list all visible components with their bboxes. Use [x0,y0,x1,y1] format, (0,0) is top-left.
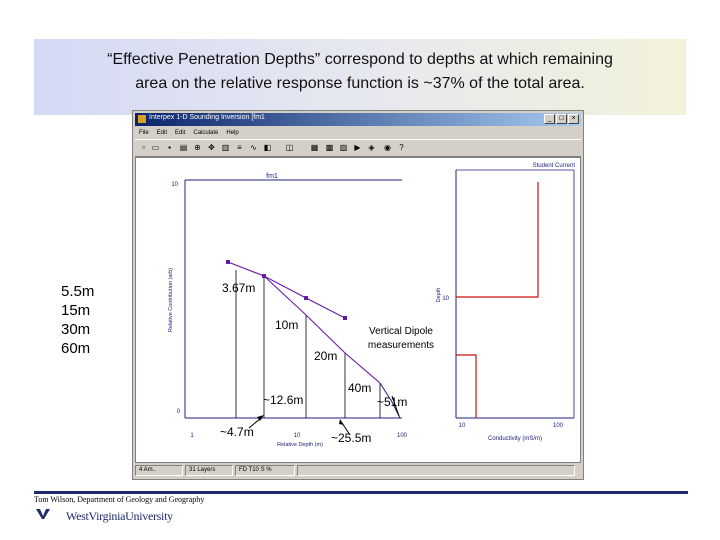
data-point [304,296,308,300]
menu-edit[interactable]: Edit [156,130,168,136]
chart-icon[interactable]: ◧ [263,143,272,152]
data-point [262,274,266,278]
slide-title: “Effective Penetration Depths” correspon… [34,48,686,96]
curve-lower [263,275,381,384]
footer-credit: Tom Wilson, Department of Geology and Ge… [34,495,205,504]
zoom-icon[interactable]: ⊕ [194,143,201,152]
y-tick-top: 10 [171,182,178,188]
status-cell-3: FD T10 S % [235,465,295,476]
window-title: Interpex 1-D Sounding Inversion [fm1 [149,114,265,121]
depth-item: 30m [61,321,91,338]
open-icon[interactable]: ▭ [151,143,160,152]
arrow-head [257,415,264,421]
depth-list: 5.5m 15m 30m 60m [61,282,94,358]
plot-client-area [135,157,581,463]
label-3-67m: 3.67m [222,281,255,295]
data-point [343,316,347,320]
y-axis-label: Relative Contribution (arb) [168,268,174,332]
arrow-head [339,419,344,425]
label-25-5m: ~25.5m [331,431,371,445]
footer-rule [34,491,688,494]
label-10m: 10m [275,318,298,332]
menu-file[interactable]: File [139,130,149,136]
wvu-logo-icon [36,509,50,519]
model-layer-line [456,182,539,298]
side-y-tick: 10 [442,296,449,302]
y-tick-bottom: 0 [177,409,181,415]
new-icon[interactable]: ▫ [142,143,145,152]
status-bar: 4 Am.. 31 Layers FD T10 S % [135,465,581,476]
window-titlebar[interactable]: Interpex 1-D Sounding Inversion [fm1 _ □… [135,113,581,126]
title-line-2: area on the relative response function i… [135,75,585,92]
menu-bar: File Edit Edit Calculate Help [135,128,239,138]
status-cell-4 [297,465,575,476]
vd-annotation-line2: measurements [368,340,434,351]
side-title: Student Current [533,163,576,169]
save-icon[interactable]: ▪ [168,143,171,152]
pan-icon[interactable]: ✥ [208,143,215,152]
x-tick-100: 100 [397,433,408,439]
status-cell-2: 31 Layers [185,465,233,476]
side-y-label: Depth [436,288,442,303]
side-x-tick-10: 10 [459,423,466,429]
inversion-icon[interactable]: ◉ [384,143,391,152]
side-x-tick-100: 100 [553,423,564,429]
depth-item: 60m [61,340,91,357]
plot-icon[interactable]: ▧ [339,143,348,152]
data-point [226,260,230,264]
maximize-icon[interactable]: □ [556,114,567,124]
model-icon[interactable]: ◫ [285,143,294,152]
arrow-25-5m [341,422,351,436]
curve-upper [227,261,346,319]
help-icon[interactable]: ? [399,143,404,152]
x-tick-10: 10 [294,433,301,439]
close-icon[interactable]: × [568,114,579,124]
data-icon[interactable]: ▦ [310,143,319,152]
plot-title: fm1 [266,173,278,180]
wvu-logo-text: WestVirginiaUniversity [66,509,173,523]
title-line-1: “Effective Penetration Depths” correspon… [107,51,613,68]
graph-icon[interactable]: ▥ [221,143,230,152]
sounding-icon[interactable]: ◈ [368,143,375,152]
print-icon[interactable]: ▤ [179,143,188,152]
curve-icon[interactable]: ∿ [250,143,257,152]
toolbar: ▫ ▭ ▪ ▤ ⊕ ✥ ▥ ≡ ∿ ◧ ◫ ▦ ▩ ▧ ▶ ◈ ◉ ? [135,139,581,157]
depth-item: 15m [61,302,91,319]
label-51m: ~51m [377,395,407,409]
label-40m: 40m [348,381,371,395]
title-banner [34,39,686,115]
status-cell-1: 4 Am.. [135,465,183,476]
depth-item: 5.5m [61,283,95,300]
side-x-label: Conductivity (mS/m) [488,436,542,442]
x-tick-1: 1 [190,433,194,439]
minimize-icon[interactable]: _ [544,114,555,124]
vd-annotation-line1: Vertical Dipole [369,326,433,337]
menu-help[interactable]: Help [226,130,239,136]
app-icon [138,115,146,123]
label-4-7m: ~4.7m [220,425,254,439]
label-12-6m: ~12.6m [263,393,303,407]
layers-icon[interactable]: ≡ [237,143,242,152]
menu-edit-2[interactable]: Edit [175,130,186,136]
run-icon[interactable]: ▶ [354,143,361,152]
grid-icon[interactable]: ▩ [325,143,334,152]
label-20m: 20m [314,349,337,363]
menu-calculate[interactable]: Calculate [193,130,219,136]
arrow-51m [391,395,400,417]
x-axis-label: Relative Depth (m) [277,442,323,448]
model-halfspace-line [456,354,477,418]
